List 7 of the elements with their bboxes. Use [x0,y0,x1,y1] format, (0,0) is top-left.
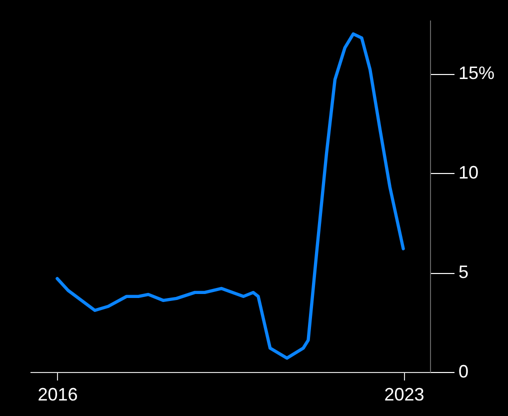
y-tick-label: 5 [458,262,469,282]
y-tick-label: 0 [458,362,469,382]
x-tick-label: 2023 [384,384,424,404]
line-series [56,32,405,360]
x-tick-label: 2016 [38,384,78,404]
y-tick-label: 15% [458,63,495,84]
y-tick-label: 10 [458,162,479,183]
